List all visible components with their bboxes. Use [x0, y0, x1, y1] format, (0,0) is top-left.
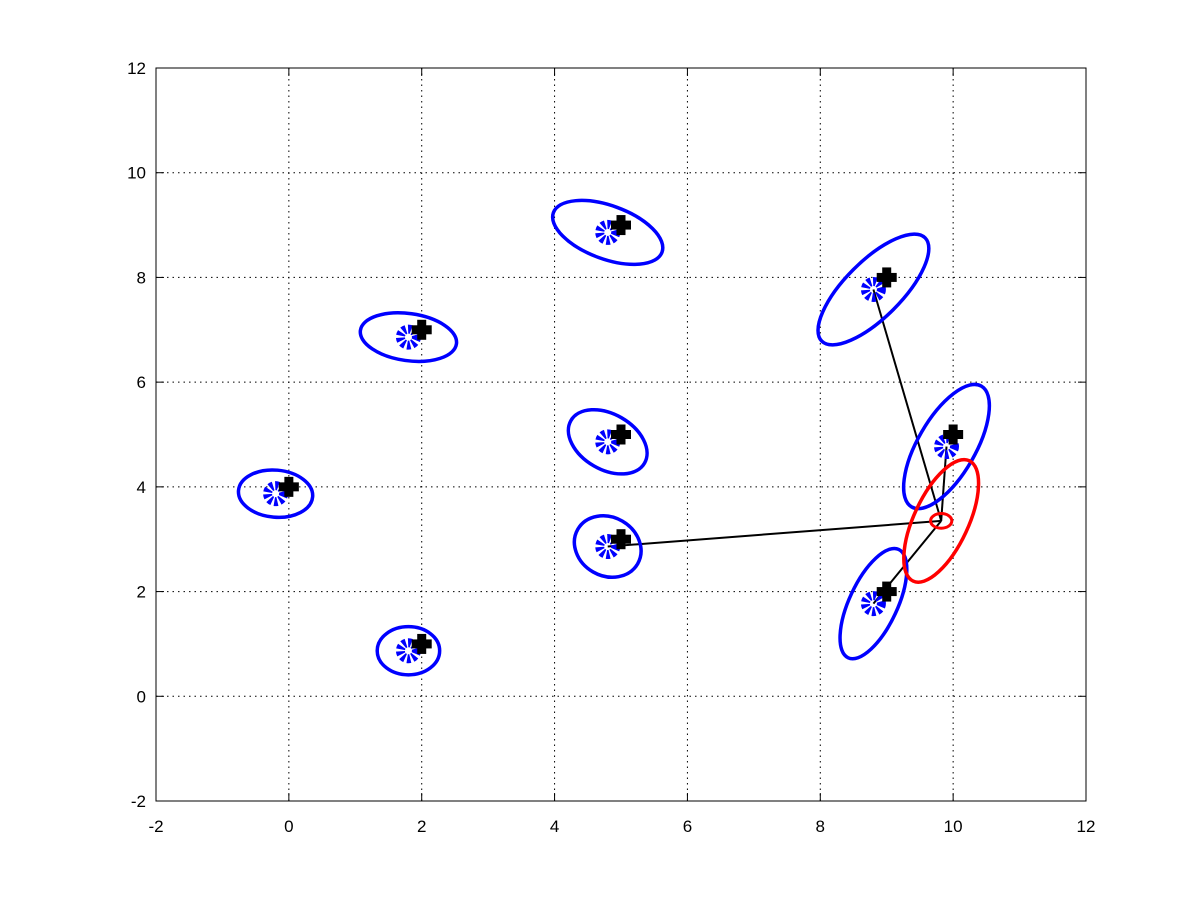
x-tick-label: 0 [284, 817, 293, 836]
true-landmark-point [943, 424, 964, 445]
y-tick-label: 6 [137, 373, 146, 392]
landmark-estimate-point [595, 429, 621, 455]
x-tick-label: -2 [148, 817, 163, 836]
x-tick-label: 2 [417, 817, 426, 836]
landmark-uncertainty-ellipse [375, 624, 442, 677]
landmark-uncertainty-ellipse [566, 407, 649, 476]
y-tick-label: 12 [127, 59, 146, 78]
robot-pose-marker [929, 512, 954, 530]
y-tick-label: -2 [131, 792, 146, 811]
observation-line [872, 289, 943, 522]
landmark-uncertainty-ellipse [572, 514, 643, 580]
landmark-estimate-point [860, 591, 886, 617]
true-landmark-point [411, 319, 432, 340]
true-landmark-point [611, 529, 631, 550]
x-tick-label: 6 [683, 817, 692, 836]
landmark-estimate-point [395, 324, 421, 350]
x-tick-label: 12 [1077, 817, 1096, 836]
true-landmark-point [876, 581, 897, 602]
robot-uncertainty-ellipse [902, 457, 981, 584]
true-landmark-point [611, 215, 631, 236]
true-landmark-markers [278, 215, 964, 654]
x-tick-label: 8 [816, 817, 825, 836]
true-landmark-point [876, 267, 897, 288]
x-tick-label: 4 [550, 817, 559, 836]
landmark-estimate-markers [263, 219, 959, 664]
landmark-estimate-point [395, 638, 421, 664]
true-landmark-point [278, 476, 299, 497]
landmark-estimate-point [860, 276, 886, 302]
robot-pose [902, 457, 981, 584]
observation-line [607, 519, 942, 548]
landmark-uncertainty-ellipse [838, 546, 909, 661]
true-landmark-point [411, 633, 432, 654]
y-tick-label: 8 [137, 268, 146, 287]
landmark-uncertainty-ellipse [236, 468, 315, 520]
y-tick-label: 2 [137, 583, 146, 602]
landmark-uncertainty-ellipse [816, 232, 931, 347]
landmark-estimate-point [263, 481, 289, 507]
y-tick-label: 10 [127, 164, 146, 183]
landmark-ellipses [236, 198, 992, 677]
plot-frame [155, 67, 1087, 802]
landmark-uncertainty-ellipse [550, 198, 665, 267]
landmark-estimate-point [595, 534, 621, 560]
true-landmark-point [611, 424, 631, 445]
y-tick-label: 4 [137, 478, 146, 497]
landmark-uncertainty-ellipse [358, 311, 459, 364]
x-tick-label: 10 [944, 817, 963, 836]
y-tick-label: 0 [137, 687, 146, 706]
axis-ticks: -2 0 2 4 6 8 10 12 -2 0 2 4 6 8 10 12 [127, 59, 1095, 836]
landmark-estimate-point [595, 219, 621, 245]
